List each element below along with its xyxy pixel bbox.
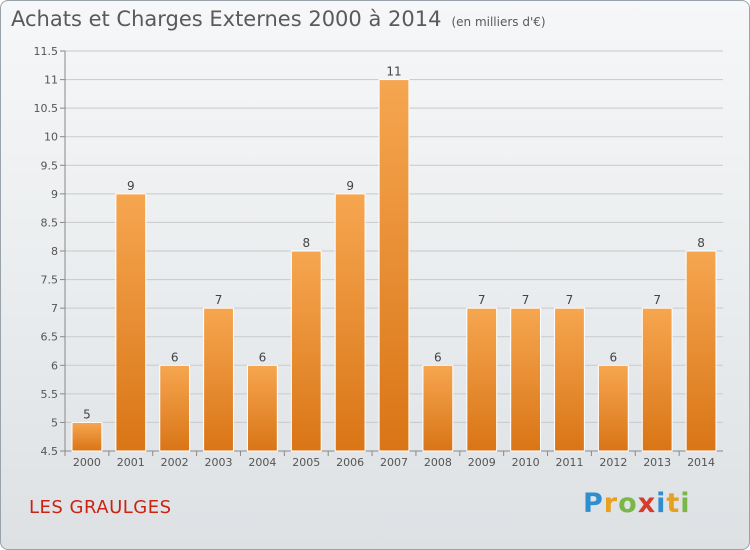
y-tick-label: 9 bbox=[51, 188, 58, 201]
x-tick-label-2014: 2014 bbox=[687, 456, 715, 469]
value-labels: 5 9 6 7 6 8 9 11 6 7 7 7 6 7 8 bbox=[83, 65, 705, 422]
bar-2004 bbox=[246, 364, 278, 452]
bar-2000 bbox=[71, 421, 103, 452]
value-label-2013: 7 bbox=[653, 293, 661, 307]
y-tick-label: 7.5 bbox=[41, 274, 59, 287]
y-tick-label: 5 bbox=[51, 416, 58, 429]
value-label-2003: 7 bbox=[215, 293, 223, 307]
y-tick-label: 5.5 bbox=[41, 388, 59, 401]
bar-2013 bbox=[641, 307, 673, 452]
bar-2007 bbox=[378, 79, 410, 452]
value-label-2002: 6 bbox=[171, 350, 179, 364]
logo-letter: i bbox=[656, 488, 667, 519]
bar-2005 bbox=[290, 250, 322, 452]
x-tick-label-2004: 2004 bbox=[248, 456, 276, 469]
x-tick-label-2013: 2013 bbox=[643, 456, 671, 469]
commune-name: LES GRAULGES bbox=[29, 497, 172, 518]
value-label-2012: 6 bbox=[610, 350, 618, 364]
value-label-2005: 8 bbox=[302, 236, 310, 250]
value-label-2006: 9 bbox=[346, 179, 354, 193]
y-tick-label: 8.5 bbox=[41, 216, 59, 229]
y-tick-label: 8 bbox=[51, 245, 58, 258]
x-tick-label-2008: 2008 bbox=[424, 456, 452, 469]
value-label-2008: 6 bbox=[434, 350, 442, 364]
value-label-2010: 7 bbox=[522, 293, 530, 307]
y-tick-label: 6 bbox=[51, 359, 58, 372]
x-tick-label-2009: 2009 bbox=[468, 456, 496, 469]
x-tick-label-2011: 2011 bbox=[555, 456, 583, 469]
x-tick-label-2012: 2012 bbox=[599, 456, 627, 469]
value-label-2014: 8 bbox=[697, 236, 705, 250]
bars bbox=[71, 79, 717, 452]
bar-2001 bbox=[115, 193, 147, 452]
logo-letter: r bbox=[603, 488, 619, 519]
value-label-2001: 9 bbox=[127, 179, 135, 193]
y-tick-label: 6.5 bbox=[41, 331, 59, 344]
x-tick-label-2003: 2003 bbox=[205, 456, 233, 469]
y-tick-label: 10.5 bbox=[34, 102, 59, 115]
bar-2012 bbox=[597, 364, 629, 452]
x-tick-label-2006: 2006 bbox=[336, 456, 364, 469]
x-tick-labels: 2000 2001 2002 2003 2004 2005 2006 2007 2008 2009… bbox=[73, 456, 715, 469]
x-tick-label-2001: 2001 bbox=[117, 456, 145, 469]
value-label-2007: 11 bbox=[386, 65, 401, 79]
bar-2010 bbox=[510, 307, 542, 452]
y-tick-label: 4.5 bbox=[41, 445, 59, 458]
logo-letter: x bbox=[637, 488, 657, 519]
x-tick-label-2010: 2010 bbox=[512, 456, 540, 469]
x-tick-label-2005: 2005 bbox=[292, 456, 320, 469]
chart-title-text: Achats et Charges Externes 2000 à 2014 bbox=[11, 7, 442, 31]
bar-2009 bbox=[466, 307, 498, 452]
logo-letter: o bbox=[618, 488, 638, 519]
x-tick-label-2002: 2002 bbox=[161, 456, 189, 469]
value-label-2004: 6 bbox=[259, 350, 267, 364]
y-tick-label: 11.5 bbox=[34, 45, 59, 58]
y-tick-labels: 4.5 5 5.5 6 6.5 7 7.5 8 8.5 9 9.5 10 10.5 11 11.5 bbox=[34, 45, 59, 458]
bar-2008 bbox=[422, 364, 454, 452]
value-label-2011: 7 bbox=[566, 293, 574, 307]
x-tick-label-2000: 2000 bbox=[73, 456, 101, 469]
logo-letter: P bbox=[583, 488, 604, 519]
value-label-2000: 5 bbox=[83, 407, 91, 421]
y-tick-label: 9.5 bbox=[41, 159, 59, 172]
bar-2014 bbox=[685, 250, 717, 452]
bar-2006 bbox=[334, 193, 366, 452]
proxiti-logo[interactable]: Proxiti bbox=[583, 488, 691, 519]
y-tick-label: 7 bbox=[51, 302, 58, 315]
value-label-2009: 7 bbox=[478, 293, 486, 307]
logo-letter: t bbox=[666, 488, 681, 519]
chart-title: Achats et Charges Externes 2000 à 2014 (e… bbox=[11, 7, 546, 31]
bar-2002 bbox=[159, 364, 191, 452]
logo-letter: i bbox=[680, 488, 691, 519]
y-tick-label: 11 bbox=[44, 74, 58, 87]
bar-2011 bbox=[554, 307, 585, 452]
x-tick-label-2007: 2007 bbox=[380, 456, 408, 469]
bar-2003 bbox=[203, 307, 234, 452]
y-tick-label: 10 bbox=[44, 131, 58, 144]
chart-unit: (en milliers d'€) bbox=[451, 15, 546, 29]
